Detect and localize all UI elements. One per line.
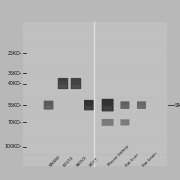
FancyBboxPatch shape	[120, 119, 129, 125]
Text: 35KD-: 35KD-	[7, 71, 22, 76]
Text: SW480: SW480	[49, 154, 62, 167]
FancyBboxPatch shape	[120, 101, 129, 109]
Text: Rat brain: Rat brain	[141, 151, 158, 167]
FancyBboxPatch shape	[71, 78, 81, 89]
FancyBboxPatch shape	[102, 99, 114, 111]
Text: 70KD-: 70KD-	[7, 120, 22, 125]
Text: Mouse kidney: Mouse kidney	[108, 145, 130, 167]
FancyBboxPatch shape	[44, 101, 53, 110]
Text: BT474: BT474	[63, 155, 75, 167]
FancyBboxPatch shape	[59, 85, 67, 88]
FancyBboxPatch shape	[103, 123, 112, 125]
FancyBboxPatch shape	[102, 119, 114, 126]
FancyBboxPatch shape	[137, 101, 146, 109]
Text: SMAD5: SMAD5	[175, 103, 180, 108]
Text: 25KD-: 25KD-	[7, 51, 22, 56]
Text: 40KD-: 40KD-	[7, 81, 22, 86]
Text: SKOV3: SKOV3	[76, 155, 88, 167]
Bar	[23, 22, 167, 166]
Text: MCF7: MCF7	[89, 157, 100, 167]
Text: Rat liver: Rat liver	[125, 152, 140, 167]
FancyBboxPatch shape	[45, 106, 52, 109]
FancyBboxPatch shape	[72, 85, 80, 88]
FancyBboxPatch shape	[121, 123, 129, 125]
FancyBboxPatch shape	[58, 78, 68, 89]
Text: 100KD-: 100KD-	[4, 144, 22, 149]
FancyBboxPatch shape	[85, 106, 93, 110]
FancyBboxPatch shape	[121, 106, 129, 108]
FancyBboxPatch shape	[138, 106, 145, 108]
FancyBboxPatch shape	[84, 100, 94, 110]
Text: 55KD-: 55KD-	[7, 103, 22, 108]
FancyBboxPatch shape	[103, 107, 112, 111]
